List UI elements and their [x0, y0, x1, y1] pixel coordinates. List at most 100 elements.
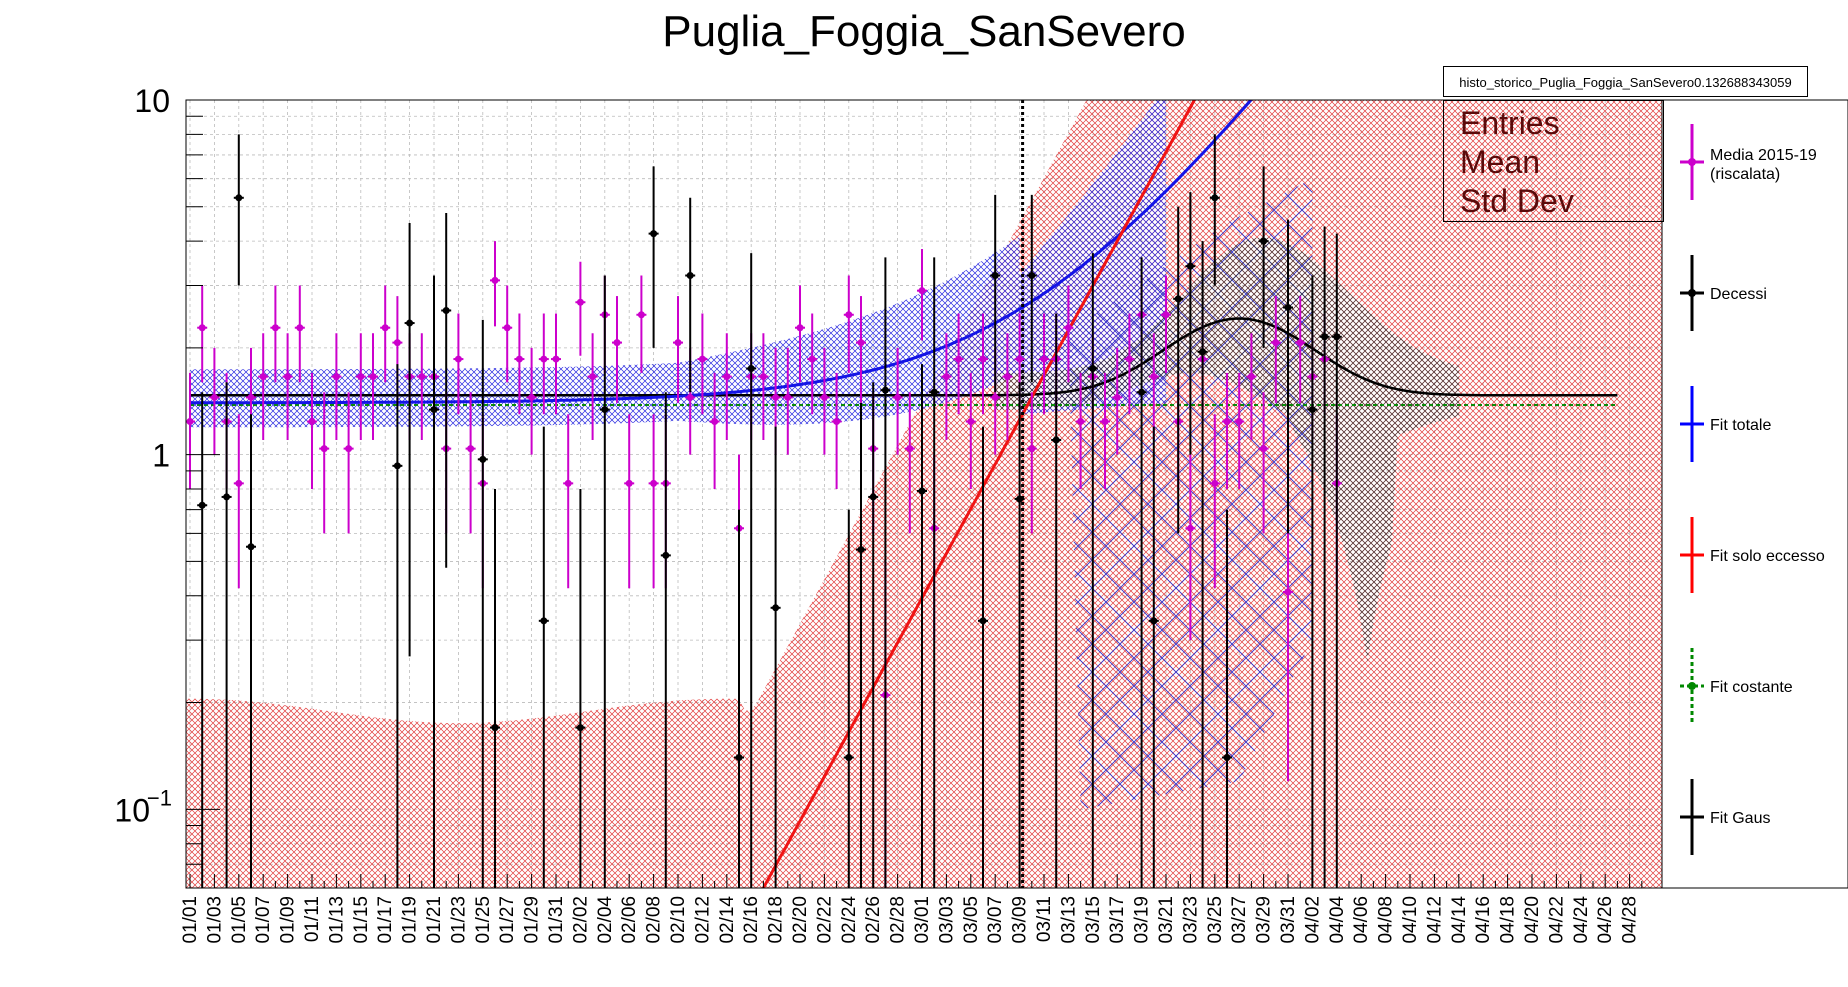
x-tick-label: 01/09 — [278, 896, 299, 944]
x-tick-label: 02/16 — [741, 896, 762, 944]
legend-label: Fit costante — [1710, 679, 1793, 696]
media-point — [1040, 355, 1048, 363]
x-tick-label: 02/02 — [570, 896, 591, 944]
media-point — [955, 355, 963, 363]
media-point — [296, 324, 304, 332]
media-point — [247, 393, 255, 401]
stats-entries-label: Entries — [1460, 105, 1560, 141]
media-point — [320, 445, 328, 453]
media-point — [259, 373, 267, 381]
x-tick-label: 03/07 — [985, 896, 1006, 944]
legend-marker-dot — [1688, 289, 1696, 297]
media-point — [381, 324, 389, 332]
decessi-point — [930, 388, 938, 396]
y-tick-label-exponent: −1 — [147, 785, 172, 810]
media-point — [1162, 311, 1170, 319]
decessi-point — [857, 546, 865, 554]
decessi-point — [869, 493, 877, 501]
legend-label: Fit solo eccesso — [1710, 548, 1825, 565]
media-point — [552, 355, 560, 363]
decessi-point — [442, 306, 450, 314]
decessi-point — [1028, 272, 1036, 280]
x-tick-label: 02/10 — [668, 896, 689, 944]
decessi-point — [601, 406, 609, 414]
x-tick-label: 01/07 — [253, 896, 274, 944]
media-point — [1186, 524, 1194, 532]
legend-label: Fit totale — [1710, 417, 1771, 434]
decessi-point — [650, 230, 658, 238]
media-point — [1125, 355, 1133, 363]
decessi-point — [845, 753, 853, 761]
media-point — [991, 393, 999, 401]
legend-marker-dot — [1688, 158, 1696, 166]
x-tick-label: 02/08 — [644, 896, 665, 944]
media-point — [1284, 588, 1292, 596]
gaus-fit-band — [995, 237, 1459, 663]
decessi-point — [1089, 364, 1097, 372]
x-tick-label: 03/17 — [1107, 896, 1128, 944]
decessi-point — [991, 272, 999, 280]
decessi-point — [576, 724, 584, 732]
decessi-point — [1016, 495, 1024, 503]
x-tick-label: 04/08 — [1376, 896, 1397, 944]
media-point — [1296, 339, 1304, 347]
media-point — [454, 355, 462, 363]
x-tick-label: 02/24 — [839, 896, 860, 944]
media-point — [906, 445, 914, 453]
x-tick-label: 02/04 — [595, 896, 616, 944]
media-point — [833, 418, 841, 426]
stats-stddev-label: Std Dev — [1460, 183, 1574, 219]
media-point — [1113, 393, 1121, 401]
x-tick-label: 01/17 — [375, 896, 396, 944]
x-tick-label: 04/22 — [1546, 896, 1567, 944]
x-tick-label: 04/24 — [1571, 896, 1592, 944]
x-tick-label: 03/25 — [1205, 896, 1226, 944]
x-tick-label: 04/20 — [1522, 896, 1543, 944]
x-tick-label: 03/31 — [1278, 896, 1299, 944]
media-point — [515, 355, 523, 363]
media-point — [894, 393, 902, 401]
x-tick-label: 01/13 — [326, 896, 347, 944]
decessi-point — [1199, 348, 1207, 356]
media-point — [808, 355, 816, 363]
x-tick-label: 01/01 — [180, 896, 201, 944]
media-point — [942, 373, 950, 381]
decessi-point — [1138, 388, 1146, 396]
y-tick-label: 10 — [114, 792, 150, 828]
x-tick-label: 04/06 — [1351, 896, 1372, 944]
decessi-point — [662, 551, 670, 559]
decessi-point — [1260, 237, 1268, 245]
decessi-point — [686, 272, 694, 280]
legend-label: Decessi — [1710, 286, 1767, 303]
media-point — [857, 339, 865, 347]
x-tick-label: 03/11 — [1034, 896, 1055, 942]
media-point — [1077, 418, 1085, 426]
x-tick-label: 03/23 — [1180, 896, 1201, 944]
decessi-point — [406, 319, 414, 327]
media-point — [528, 393, 536, 401]
media-point — [210, 393, 218, 401]
legend: Media 2015-19 (riscalata) Decessi Fit total… — [1680, 124, 1825, 855]
media-point — [198, 324, 206, 332]
decessi-point — [1052, 436, 1060, 444]
axes: 01/01 01/03 01/05 01/07 01/09 01/11 01/13 01/15… — [114, 83, 1643, 944]
media-point — [1247, 373, 1255, 381]
decessi-point — [1186, 262, 1194, 270]
x-tick-label: 04/26 — [1595, 896, 1616, 944]
media-point — [820, 393, 828, 401]
stats-mean-label: Mean — [1460, 144, 1541, 180]
legend-label: Media 2015-19 — [1710, 147, 1817, 164]
media-point — [576, 298, 584, 306]
x-tick-label: 01/19 — [400, 896, 421, 944]
x-tick-label: 04/14 — [1449, 896, 1470, 944]
x-tick-label: 02/18 — [766, 896, 787, 944]
decessi-point — [235, 194, 243, 202]
total-fit-band — [190, 100, 1166, 428]
media-point — [772, 393, 780, 401]
media-point — [1272, 339, 1280, 347]
gaus-fit-curve — [190, 317, 1618, 397]
media-point — [918, 287, 926, 295]
x-tick-label: 01/27 — [497, 896, 518, 944]
media-point — [1235, 418, 1243, 426]
